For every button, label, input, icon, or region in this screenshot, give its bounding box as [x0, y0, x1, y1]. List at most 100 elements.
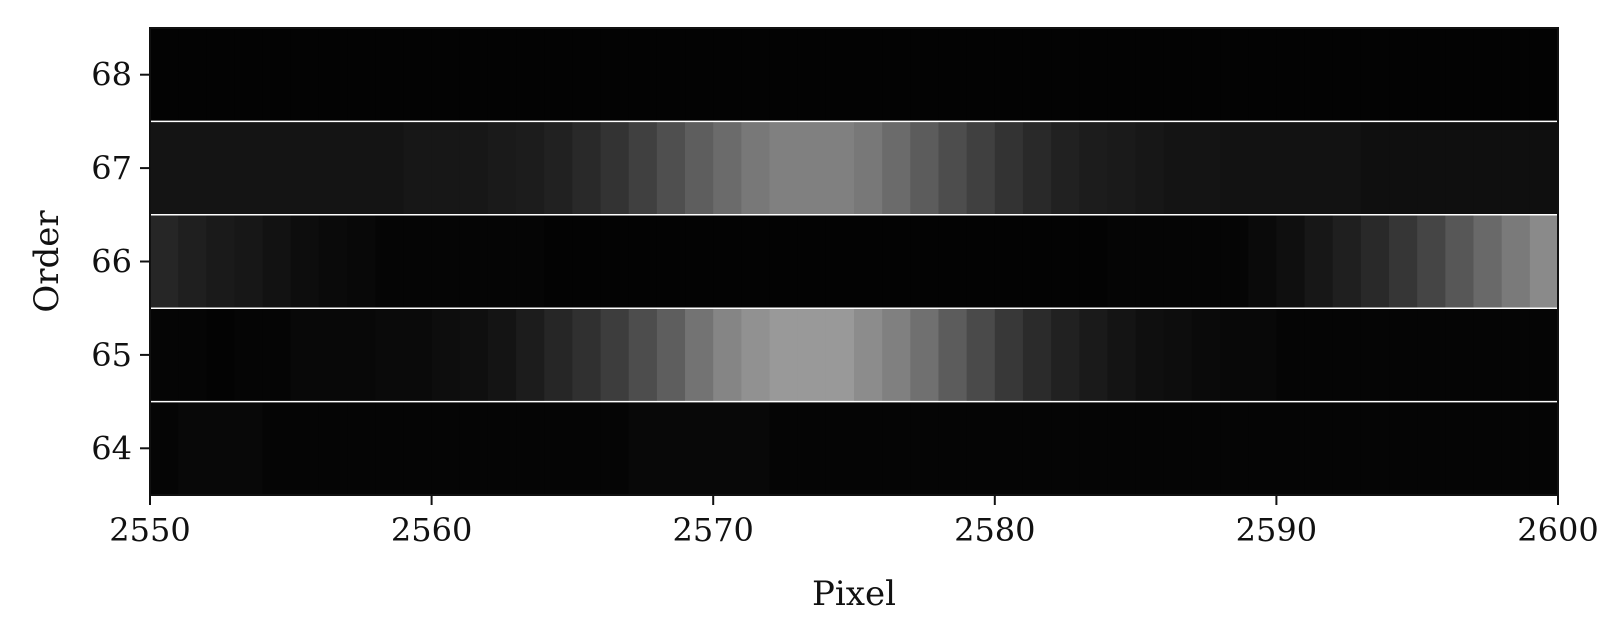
heatmap-cell: [487, 308, 517, 402]
heatmap-cell: [1135, 28, 1165, 122]
heatmap-cell: [628, 214, 658, 309]
heatmap-cell: [1107, 308, 1137, 402]
heatmap-cell: [1191, 214, 1221, 309]
heatmap-cell: [1304, 214, 1334, 309]
heatmap-cell: [994, 214, 1024, 309]
heatmap-cell: [713, 308, 742, 402]
heatmap-cell: [685, 28, 714, 122]
heatmap-cell: [1051, 214, 1080, 309]
heatmap-cell: [318, 401, 348, 495]
heatmap-cell: [854, 28, 883, 122]
heatmap-cell: [234, 401, 264, 495]
heatmap-cell: [938, 121, 968, 215]
heatmap-cell: [459, 28, 489, 122]
heatmap-cell: [262, 401, 292, 495]
heatmap-cell: [431, 28, 461, 122]
heatmap-cell: [825, 28, 855, 122]
heatmap-cell: [1051, 401, 1080, 495]
heatmap-cell: [1473, 121, 1503, 215]
heatmap-cell: [994, 121, 1024, 215]
heatmap-cell: [656, 214, 686, 309]
heatmap-cell: [1445, 121, 1475, 215]
heatmap-cell: [516, 121, 545, 215]
heatmap-cell: [741, 28, 771, 122]
heatmap-cell: [572, 401, 602, 495]
heatmap-cell: [1163, 308, 1193, 402]
heatmap-cell: [769, 214, 799, 309]
heatmap-cell: [685, 214, 714, 309]
heatmap-cell: [318, 121, 348, 215]
heatmap-cell: [882, 121, 911, 215]
heatmap-cell: [938, 28, 968, 122]
heatmap-cell: [1304, 401, 1334, 495]
heatmap-cell: [347, 28, 376, 122]
heatmap-cell: [206, 121, 236, 215]
y-axis-label: Order: [27, 210, 67, 313]
heatmap-cell: [1163, 401, 1193, 495]
heatmap-cell: [910, 308, 940, 402]
heatmap-cell: [1445, 308, 1475, 402]
y-tick-label: 66: [91, 243, 132, 281]
heatmap-cell: [1473, 214, 1503, 309]
heatmap-cell: [1276, 214, 1306, 309]
heatmap-cell: [234, 28, 264, 122]
heatmap-cell: [1417, 401, 1446, 495]
heatmap-cell: [1163, 121, 1193, 215]
heatmap-cell: [1022, 214, 1052, 309]
heatmap-cell: [769, 28, 799, 122]
heatmap-cell: [966, 401, 996, 495]
heatmap-cell: [1191, 401, 1221, 495]
heatmap-cell: [1022, 401, 1052, 495]
heatmap-cell: [234, 308, 264, 402]
heatmap-cell: [431, 308, 461, 402]
heatmap-cell: [403, 214, 433, 309]
heatmap-cell: [375, 401, 405, 495]
heatmap-cell: [1529, 214, 1559, 309]
heatmap-cell: [600, 308, 630, 402]
heatmap-cell: [1360, 121, 1390, 215]
heatmap-cell: [318, 214, 348, 309]
heatmap-cell: [600, 401, 630, 495]
heatmap-cell: [290, 28, 320, 122]
heatmap-cell: [685, 308, 714, 402]
heatmap-cell: [882, 308, 911, 402]
heatmap-cell: [628, 308, 658, 402]
x-tick-label: 2570: [672, 511, 753, 549]
heatmap-cell: [797, 28, 827, 122]
heatmap-cell: [600, 214, 630, 309]
heatmap-cell: [1360, 401, 1390, 495]
heatmap-cell: [1248, 121, 1277, 215]
heatmap-cell: [628, 28, 658, 122]
heatmap-cell: [1389, 308, 1418, 402]
heatmap-cell: [1079, 401, 1109, 495]
heatmap-cell: [1135, 401, 1165, 495]
heatmap-cell: [1473, 308, 1503, 402]
heatmap-cell: [797, 401, 827, 495]
heatmap-cell: [769, 308, 799, 402]
heatmap-cell: [854, 121, 883, 215]
heatmap-cell: [1529, 308, 1559, 402]
heatmap-cell: [1276, 308, 1306, 402]
heatmap-cell: [1417, 121, 1446, 215]
y-axis-ticks: 64 65 66 67 68: [91, 56, 150, 467]
heatmap-cell: [1248, 308, 1277, 402]
heatmap-cell: [150, 214, 179, 309]
heatmap-cell: [375, 214, 405, 309]
heatmap-cell: [234, 121, 264, 215]
heatmap-cell: [375, 28, 405, 122]
heatmap-cell: [1332, 28, 1362, 122]
heatmap-cell: [150, 401, 179, 495]
heatmap-cell: [206, 308, 236, 402]
heatmap-cell: [741, 121, 771, 215]
heatmap-cell: [628, 121, 658, 215]
heatmap-cell: [1276, 121, 1306, 215]
heatmap-cell: [966, 308, 996, 402]
heatmap-cell: [318, 308, 348, 402]
heatmap-cell: [516, 28, 545, 122]
heatmap-cell: [572, 28, 602, 122]
heatmap-cell: [938, 401, 968, 495]
heatmap-cell: [1163, 28, 1193, 122]
heatmap-cell: [685, 121, 714, 215]
heatmap-cell: [656, 28, 686, 122]
